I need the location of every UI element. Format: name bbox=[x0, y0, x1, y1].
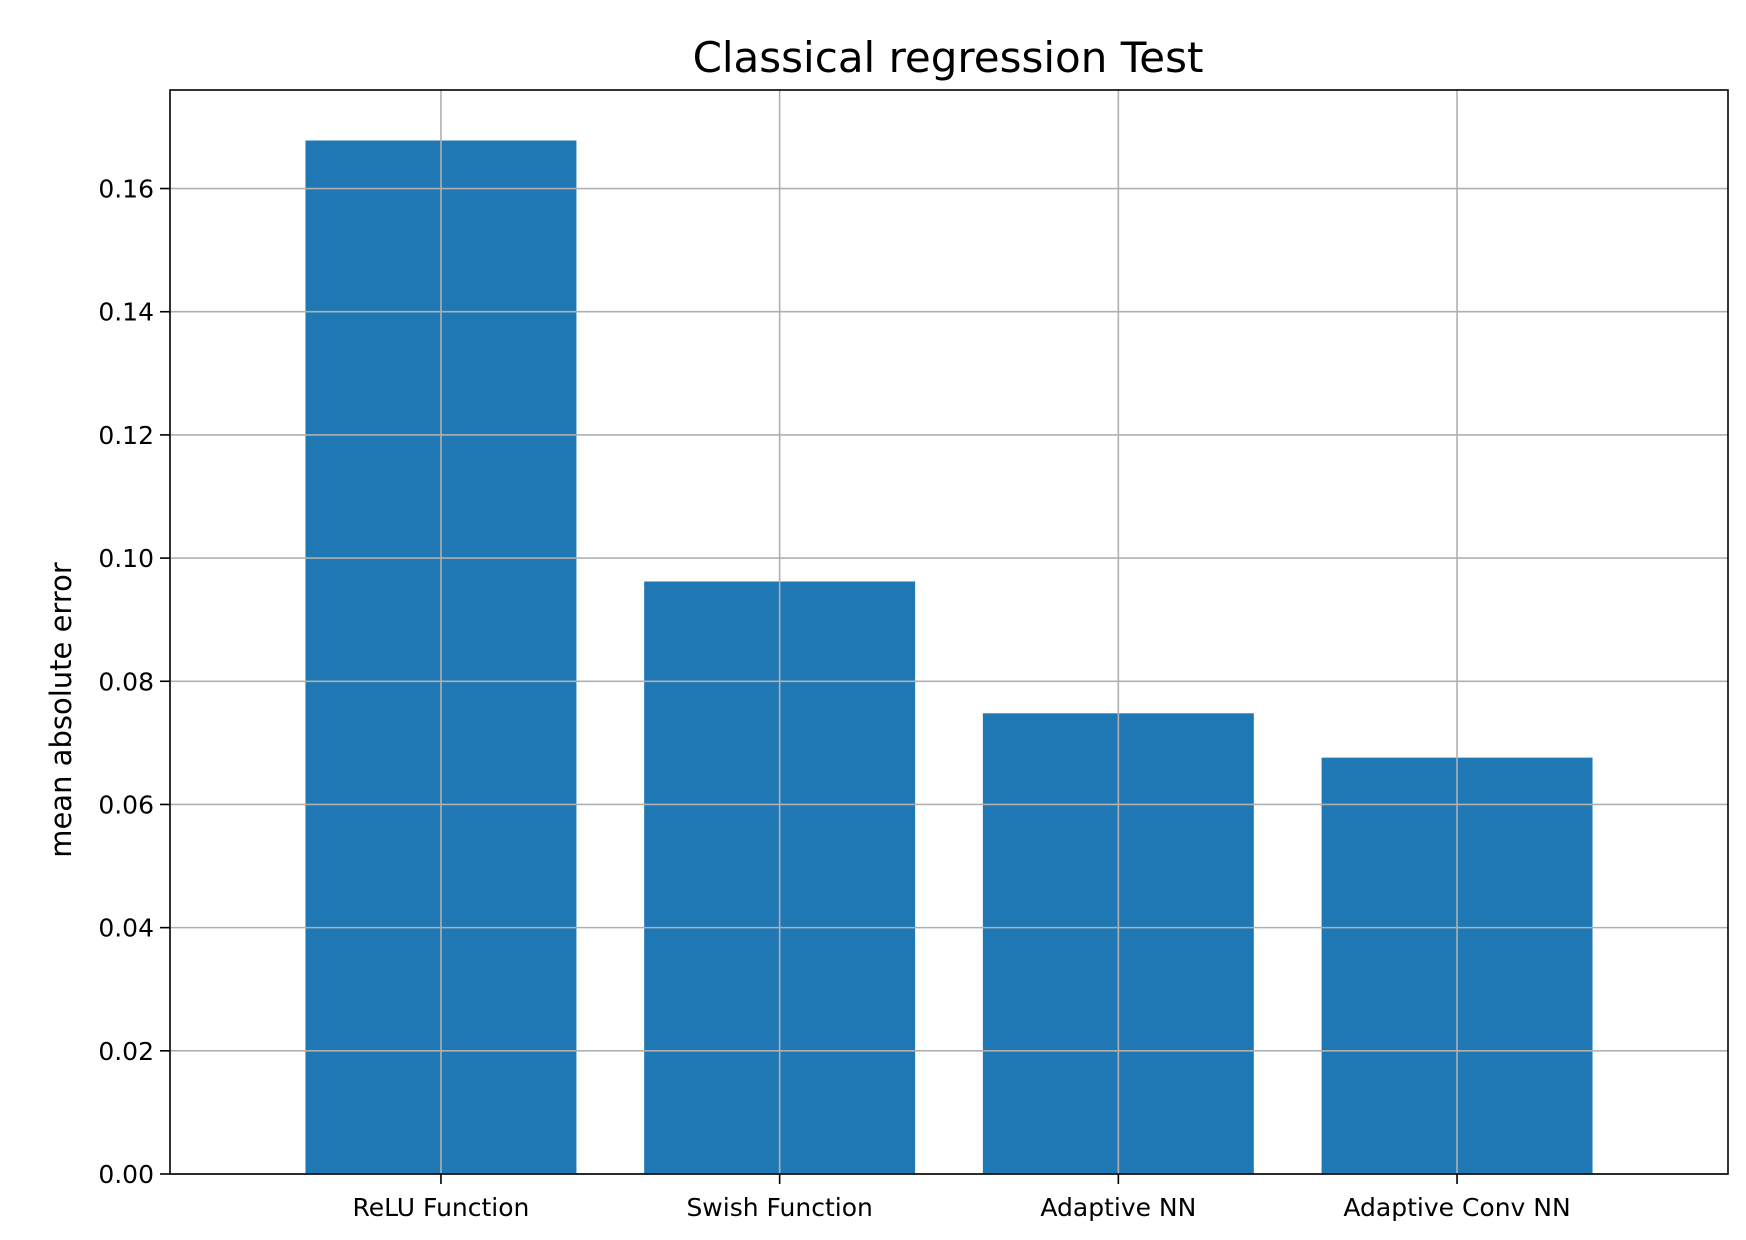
axes-frame bbox=[169, 89, 1729, 1175]
x-tick-label: Adaptive Conv NN bbox=[1343, 1193, 1570, 1222]
y-tick-label: 0.00 bbox=[98, 1160, 154, 1189]
y-tick-label: 0.06 bbox=[98, 790, 154, 819]
y-tick-label: 0.02 bbox=[98, 1037, 154, 1066]
y-tick-label: 0.10 bbox=[98, 544, 154, 573]
y-tick-label: 0.14 bbox=[98, 298, 154, 327]
y-tick-label: 0.08 bbox=[98, 667, 154, 696]
x-tick-label: Swish Function bbox=[686, 1193, 872, 1222]
x-tick-label: Adaptive NN bbox=[1040, 1193, 1196, 1222]
plot-area: 0.00 0.02 0.04 0.06 0.08 0.10 0.12 0.14 0.16 ReLU… bbox=[98, 89, 1729, 1222]
y-axis-label: mean absolute error bbox=[44, 562, 78, 858]
y-tick-label: 0.12 bbox=[98, 421, 154, 450]
y-tick-label: 0.16 bbox=[98, 175, 154, 204]
x-tick-label: ReLU Function bbox=[353, 1193, 530, 1222]
y-tick-label: 0.04 bbox=[98, 914, 154, 943]
chart-title: Classical regression Test bbox=[693, 33, 1204, 82]
